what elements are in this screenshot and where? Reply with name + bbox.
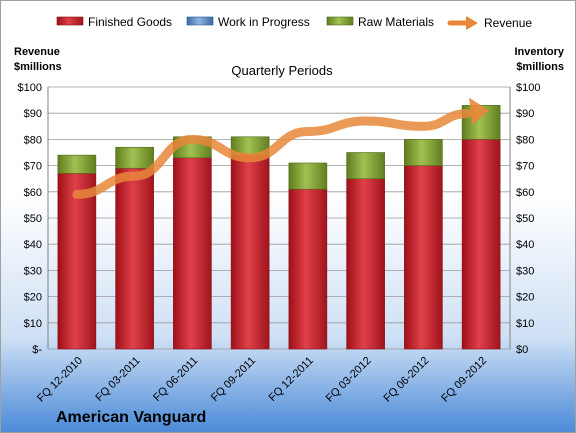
y-tick-label-right: $90: [516, 108, 534, 120]
y-tick-label-left: $100: [18, 82, 42, 94]
bar-raw-materials: [346, 152, 385, 180]
revenue-arrowhead: [469, 97, 490, 125]
bar-raw-materials: [57, 154, 97, 174]
bars: [57, 105, 501, 350]
y-tick-label-left: $30: [24, 265, 42, 277]
bar-finished-goods: [57, 173, 97, 350]
y-tick-label-right: $80: [516, 134, 534, 146]
chart-subtitle: Quarterly Periods: [231, 63, 333, 78]
y-tick-label-right: $70: [516, 161, 534, 173]
legend-label-revenue: Revenue: [484, 16, 532, 30]
bar-raw-materials: [404, 139, 443, 166]
bar-finished-goods: [173, 157, 212, 350]
revenue-line: [72, 97, 490, 199]
y-tick-label-right: $60: [516, 187, 534, 199]
y-tick-label-left: $20: [24, 292, 42, 304]
bar-finished-goods: [115, 167, 154, 350]
bar-finished-goods: [346, 178, 385, 350]
bar-finished-goods: [404, 165, 443, 350]
legend-swatch-finished-goods: [56, 16, 84, 26]
y-tick-label-left: $90: [24, 108, 42, 120]
legend-label-work-in-progress: Work in Progress: [218, 15, 310, 29]
legend-label-raw-materials: Raw Materials: [358, 15, 434, 29]
y-tick-label-left: $10: [24, 318, 42, 330]
y-tick-label-left: $40: [24, 239, 42, 251]
y-tick-label-right: $20: [516, 292, 534, 304]
y-tick-label-right: $100: [516, 82, 540, 94]
legend-arrow-revenue: [466, 16, 478, 30]
revenue-line-path: [72, 109, 472, 199]
legend-label-finished-goods: Finished Goods: [88, 15, 172, 29]
y-tick-label-left: $80: [24, 134, 42, 146]
left-axis-label-line2: $millions: [14, 61, 62, 73]
legend: Finished Goods Work in Progress Raw Materi…: [56, 15, 532, 30]
bar-raw-materials: [288, 162, 328, 190]
y-tick-label-left: $-: [32, 344, 42, 356]
bar-finished-goods: [461, 139, 501, 350]
y-tick-label-right: $0: [516, 344, 528, 356]
y-tick-label-left: $50: [24, 213, 42, 225]
right-axis-label-line2: $millions: [516, 61, 564, 73]
left-axis-label-line1: Revenue: [14, 46, 60, 58]
bar-finished-goods: [230, 154, 270, 350]
y-tick-label-right: $40: [516, 239, 534, 251]
y-tick-label-left: $70: [24, 161, 42, 173]
y-tick-label-right: $50: [516, 213, 534, 225]
y-tick-label-right: $10: [516, 318, 534, 330]
right-axis-label-line1: Inventory: [514, 46, 564, 58]
legend-swatch-work-in-progress: [186, 16, 214, 26]
bar-raw-materials: [115, 146, 154, 169]
y-tick-label-right: $30: [516, 265, 534, 277]
y-tick-label-left: $60: [24, 187, 42, 199]
bar-finished-goods: [288, 188, 328, 350]
legend-swatch-raw-materials: [326, 16, 354, 26]
company-name: American Vanguard: [56, 409, 206, 426]
